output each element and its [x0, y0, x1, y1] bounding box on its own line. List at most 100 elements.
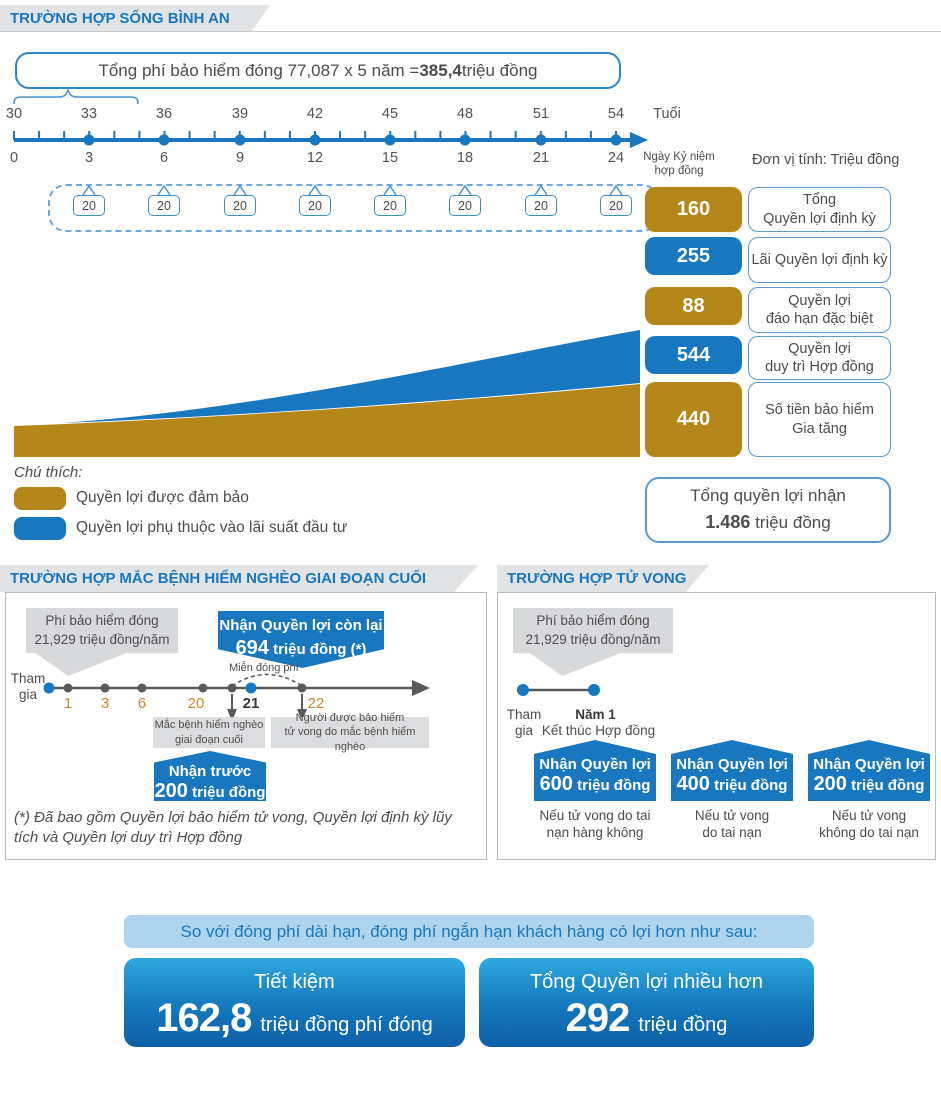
event2-arrow [297, 709, 307, 721]
benefit-value-440: 440 [645, 382, 742, 457]
ci-tick-label: 6 [137, 695, 147, 712]
ci-tick-label: 3 [100, 695, 110, 712]
payment-period-brace [13, 88, 139, 105]
section2-header-banner: TRƯỜNG HỢP MẮC BỆNH HIỂM NGHÈO GIAI ĐOẠN… [0, 565, 478, 592]
death-benefit-suffix: triệu đồng [572, 777, 651, 794]
benefit-label: Tổng Quyền lợi định kỳ [748, 187, 891, 232]
payout-pointer-icon [82, 184, 96, 196]
periodic-payout-value: 20 [299, 195, 331, 216]
age-label: 48 [456, 106, 474, 122]
death-benefit-caption: Nếu tử vong không do tai nạn [819, 808, 919, 840]
ci-premium-callout: Phí bảo hiểm đóng 21,929 triệu đồng/năm [26, 608, 178, 653]
legend-label: Quyền lợi được đảm bảo [76, 489, 249, 506]
ci-timeline-arrowhead [412, 680, 430, 696]
ci-timeline [43, 673, 430, 721]
death-year1-label: Năm 1 [575, 707, 616, 722]
death-benefit-value: 200 [813, 773, 847, 795]
legend-label: Quyền lợi phụ thuộc vào lãi suất đầu tư [76, 519, 348, 536]
critical-illness-panel: Phí bảo hiểm đóng 21,929 triệu đồng/năm … [5, 592, 487, 860]
summary-card: Tiết kiệm 162,8 triệu đồng phí đóng [124, 958, 465, 1047]
death-benefit-suffix: triệu đồng [846, 777, 925, 794]
unit-note: Đơn vị tính: Triệu đồng [752, 152, 900, 168]
age-label: 39 [231, 106, 249, 122]
death-contract-end-label: Kết thúc Hợp đồng [541, 723, 656, 738]
ci-footnote: (*) Đã bao gồm Quyền lợi bảo hiểm tử von… [14, 809, 452, 847]
total-premium-box: Tổng phí bảo hiểm đóng 77,087 x 5 năm = … [15, 52, 621, 89]
total-benefit-suffix: triệu đồng [750, 513, 831, 532]
total-benefit-line2: 1.486 triệu đồng [705, 509, 830, 536]
payout-pointer-icon [609, 184, 623, 196]
ci-advance-benefit-callout: Nhận trước 200 triệu đồng [154, 751, 266, 801]
total-premium-text: Tổng phí bảo hiểm đóng 77,087 x 5 năm = [98, 60, 420, 80]
ci-remaining-suffix: triệu đồng (*) [268, 640, 367, 658]
payout-pointer-icon [157, 184, 171, 196]
summary-card-title: Tổng Quyền lợi nhiều hơn [529, 971, 764, 993]
ci-event2-box: Người được bảo hiểm tử vong do mắc bệnh … [271, 712, 429, 753]
guaranteed-benefit-wedge [14, 384, 640, 457]
payout-pointer-icon [383, 184, 397, 196]
death-benefit-line1: Nhận Quyền lợi [676, 756, 788, 773]
ci-remaining-value: 694 [235, 636, 269, 659]
age-axis-unit: Tuổi [653, 106, 681, 122]
year-axis-unit: Ngày Kỷ niệm hợp đồng [643, 151, 715, 177]
periodic-payout-value: 20 [525, 195, 557, 216]
payout-pointer-icon [534, 184, 548, 196]
payout-pointer-icon [458, 184, 472, 196]
age-label: 54 [607, 106, 625, 122]
death-panel: Phí bảo hiểm đóng 21,929 triệu đồng/năm … [497, 592, 936, 860]
summary-card: Tổng Quyền lợi nhiều hơn 292 triệu đồng [479, 958, 814, 1047]
benefit-value-160: 160 [645, 187, 742, 232]
death-start-label: Tham gia [506, 707, 542, 738]
ci-tick-label: 20 [187, 695, 205, 712]
benefit-value-88: 88 [645, 287, 742, 325]
age-label: 30 [5, 106, 23, 122]
contract-timeline-axis [13, 131, 648, 148]
death-benefit-caption: Nếu tử vong do tai nạn [694, 808, 770, 840]
ci-remaining-line1: Nhận Quyền lợi còn lại [219, 617, 383, 634]
periodic-payout-value: 20 [148, 195, 180, 216]
year-label: 0 [9, 150, 19, 166]
benefit-label: Số tiền bảo hiểm Gia tăng [748, 382, 891, 457]
summary-card-value: 292 [565, 996, 631, 1040]
summary-card-title: Tiết kiệm [254, 971, 335, 993]
year-label: 6 [159, 150, 169, 166]
periodic-payout-value: 20 [224, 195, 256, 216]
year-label: 21 [532, 150, 550, 166]
section1-header-banner: TRƯỜNG HỢP SỐNG BÌNH AN [0, 5, 270, 32]
year-label: 12 [306, 150, 324, 166]
section3-header-banner: TRƯỜNG HỢP TỬ VONG [497, 565, 709, 592]
ci-advance-value: 200 [154, 780, 188, 802]
death-premium-callout: Phí bảo hiểm đóng 21,929 triệu đồng/năm [513, 608, 673, 653]
payout-pointer-icon [233, 184, 247, 196]
death-benefit-callout: Nhận Quyền lợi 400 triệu đồng [671, 740, 793, 801]
death-benefit-callout: Nhận Quyền lợi 200 triệu đồng [808, 740, 930, 801]
benefit-label: Quyền lợi đáo hạn đặc biệt [748, 287, 891, 333]
death-benefit-suffix: triệu đồng [709, 777, 788, 794]
age-label: 42 [306, 106, 324, 122]
total-benefit-value: 1.486 [705, 512, 751, 532]
benefit-label: Lãi Quyền lợi định kỳ [748, 237, 891, 283]
header-rule [0, 31, 941, 32]
summary-card-value: 162,8 [156, 996, 252, 1040]
death-premium-callout-pointer [528, 652, 623, 676]
year-label: 18 [456, 150, 474, 166]
total-premium-suffix: triệu đồng [461, 60, 538, 80]
investment-benefit-wedge [60, 330, 640, 423]
periodic-payout-value: 20 [600, 195, 632, 216]
ci-event1-box: Mắc bệnh hiểm nghèo giai đoạn cuối [153, 717, 265, 748]
total-benefit-line1: Tổng quyền lợi nhận [690, 486, 846, 506]
ci-tick-label: 21 [242, 695, 260, 712]
legend-title: Chú thích: [14, 464, 83, 481]
death-timeline [517, 684, 600, 696]
waiver-arc [231, 673, 303, 687]
total-benefit-box: Tổng quyền lợi nhận 1.486 triệu đồng [645, 477, 891, 543]
summary-banner: So với đóng phí dài hạn, đóng phí ngắn h… [124, 915, 814, 948]
periodic-payout-value: 20 [73, 195, 105, 216]
death-benefit-line1: Nhận Quyền lợi [813, 756, 925, 773]
age-label: 51 [532, 106, 550, 122]
ci-advance-line1: Nhận trước [168, 763, 252, 780]
legend-swatch [14, 517, 66, 540]
periodic-benefit-dashed-frame [48, 184, 660, 232]
year-label: 3 [84, 150, 94, 166]
ci-tick-label: 1 [63, 695, 73, 712]
